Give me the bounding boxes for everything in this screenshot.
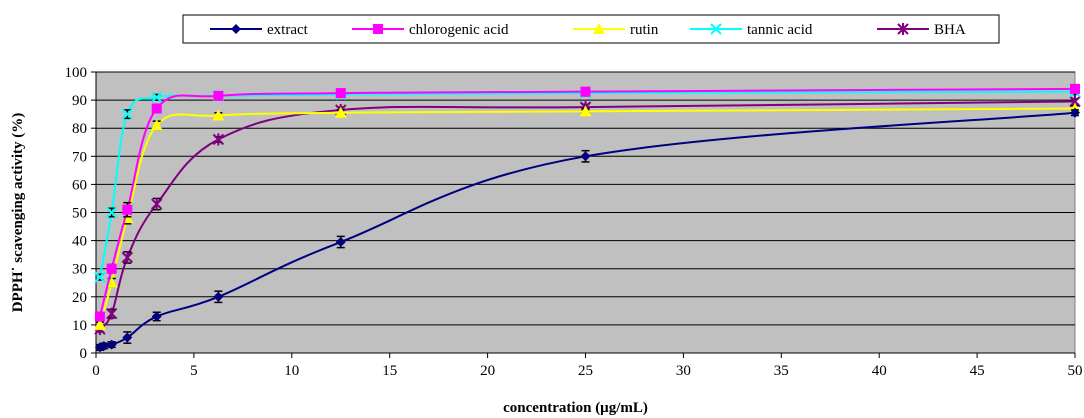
data-point-extract	[122, 332, 133, 343]
x-axis-title: concentration (μg/mL)	[503, 400, 648, 416]
data-point-tannic-acid	[121, 108, 134, 120]
x-tick-label: 0	[92, 363, 100, 379]
data-point-chlorogenic-acid	[335, 88, 346, 99]
legend-item-chlorogenic-acid: chlorogenic acid	[352, 22, 509, 38]
y-tick-label: 0	[80, 346, 88, 362]
data-point-chlorogenic-acid	[580, 86, 591, 97]
data-point-rutin	[212, 109, 225, 121]
legend-item-extract: extract	[210, 22, 309, 38]
data-point-chlorogenic-acid	[213, 90, 224, 101]
data-point-chlorogenic-acid	[122, 204, 133, 215]
data-point-tannic-acid	[94, 271, 106, 283]
data-point-extract	[213, 291, 224, 302]
y-tick-label: 70	[72, 149, 87, 165]
y-tick-label: 40	[72, 234, 87, 250]
legend: extract chlorogenic acid rutin tannic acid B…	[182, 14, 1000, 44]
data-point-tannic-acid	[150, 91, 163, 103]
series-line-chlorogenic-acid	[98, 87, 1076, 317]
series-chlorogenic-acid	[94, 83, 1080, 322]
data-point-chlorogenic-acid	[106, 263, 117, 274]
data-point-BHA	[150, 198, 163, 211]
x-tick-label: 20	[480, 363, 495, 379]
series-extract	[94, 107, 1080, 353]
data-point-extract	[580, 151, 591, 162]
legend-marker	[373, 24, 383, 34]
legend-item-tannic-acid: tannic acid	[690, 22, 813, 38]
legend-marker	[710, 23, 722, 35]
data-point-extract	[335, 237, 346, 248]
data-point-chlorogenic-acid	[1070, 83, 1080, 94]
data-point-chlorogenic-acid	[151, 103, 162, 114]
x-tick-label: 45	[970, 363, 985, 379]
data-point-extract	[151, 311, 162, 322]
data-point-extract	[1070, 107, 1080, 118]
data-point-rutin	[93, 318, 106, 330]
series-line-tannic-acid	[98, 90, 1076, 278]
x-tick-label: 35	[774, 363, 789, 379]
y-tick-label: 30	[72, 262, 87, 278]
legend-label: BHA	[934, 22, 966, 38]
legend-label: tannic acid	[747, 22, 813, 38]
x-tick-label: 15	[382, 363, 397, 379]
x-tick-label: 5	[190, 363, 198, 379]
data-point-tannic-acid	[105, 206, 118, 219]
data-point-extract	[106, 339, 117, 350]
legend-item-BHA: BHA	[877, 22, 966, 38]
x-tick-label: 25	[578, 363, 593, 379]
legend-marker	[231, 24, 241, 34]
y-axis-title: DPPH˙ scavenging activity (%)	[10, 113, 26, 313]
y-tick-label: 100	[65, 65, 88, 81]
y-tick-label: 50	[72, 206, 87, 222]
y-tick-label: 10	[72, 318, 87, 334]
data-point-rutin	[150, 119, 163, 131]
data-point-BHA	[212, 133, 225, 146]
legend-marker	[897, 23, 909, 35]
x-tick-label: 40	[872, 363, 887, 379]
y-tick-label: 90	[72, 93, 87, 109]
legend-label: chlorogenic acid	[409, 22, 509, 38]
legend-item-rutin: rutin	[573, 22, 659, 38]
legend-marker	[593, 23, 605, 34]
data-point-BHA	[105, 307, 118, 320]
y-tick-label: 60	[72, 177, 87, 193]
y-tick-label: 20	[72, 290, 87, 306]
data-point-BHA	[121, 251, 134, 264]
x-tick-label: 10	[284, 363, 299, 379]
x-tick-label: 50	[1068, 363, 1083, 379]
legend-label: rutin	[630, 22, 659, 38]
y-tick-label: 80	[72, 121, 87, 137]
data-point-extract	[98, 340, 109, 351]
legend-label: extract	[267, 22, 309, 38]
data-point-rutin	[105, 276, 118, 288]
data-point-rutin	[334, 106, 347, 118]
series-line-BHA	[99, 100, 1076, 330]
x-tick-label: 30	[676, 363, 691, 379]
series-line-rutin	[98, 107, 1076, 326]
data-point-rutin	[579, 105, 592, 117]
data-point-chlorogenic-acid	[94, 311, 105, 322]
